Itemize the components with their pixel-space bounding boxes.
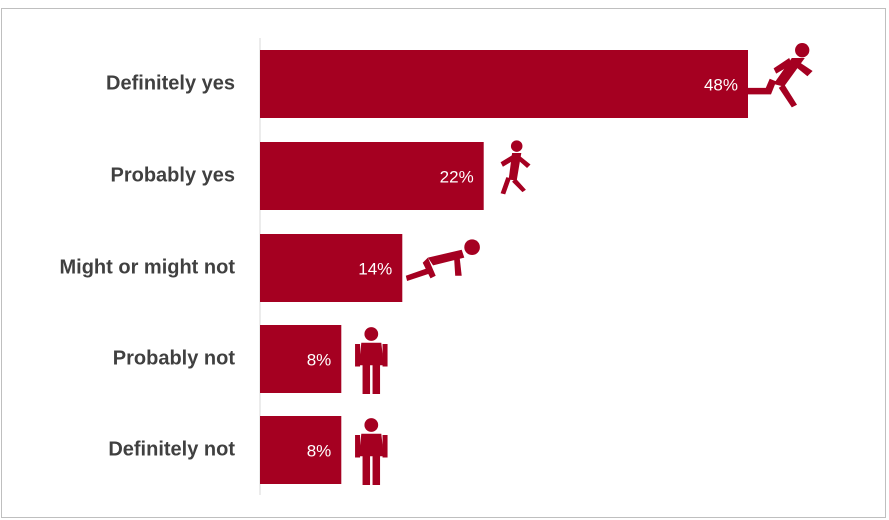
category-label: Probably not: [113, 347, 236, 369]
standing-person-icon: [355, 327, 388, 394]
value-label: 22%: [440, 167, 474, 186]
row-definitely-yes: Definitely yes 48%: [106, 43, 813, 118]
value-label: 8%: [307, 441, 332, 460]
row-definitely-not: Definitely not 8%: [108, 416, 388, 485]
bar-probably-yes: [260, 142, 484, 210]
crouching-start-person-icon: [405, 239, 480, 281]
value-label: 14%: [358, 259, 392, 278]
standing-person-icon: [355, 418, 388, 485]
category-label: Definitely not: [108, 438, 235, 460]
jogging-person-icon: [500, 140, 531, 195]
row-might-or-might-not: Might or might not 14%: [59, 234, 480, 302]
row-probably-yes: Probably yes 22%: [110, 140, 531, 210]
bar-might-or-might-not: [260, 234, 403, 302]
bar-probably-not: [260, 325, 342, 393]
category-label: Might or might not: [59, 256, 235, 278]
value-label: 48%: [704, 75, 738, 94]
running-person-icon: [745, 43, 813, 108]
category-label: Definitely yes: [106, 72, 235, 94]
category-label: Probably yes: [110, 164, 235, 186]
value-label: 8%: [307, 350, 332, 369]
bar-definitely-yes: [260, 50, 748, 118]
bar-definitely-not: [260, 416, 342, 484]
row-probably-not: Probably not 8%: [113, 325, 388, 394]
